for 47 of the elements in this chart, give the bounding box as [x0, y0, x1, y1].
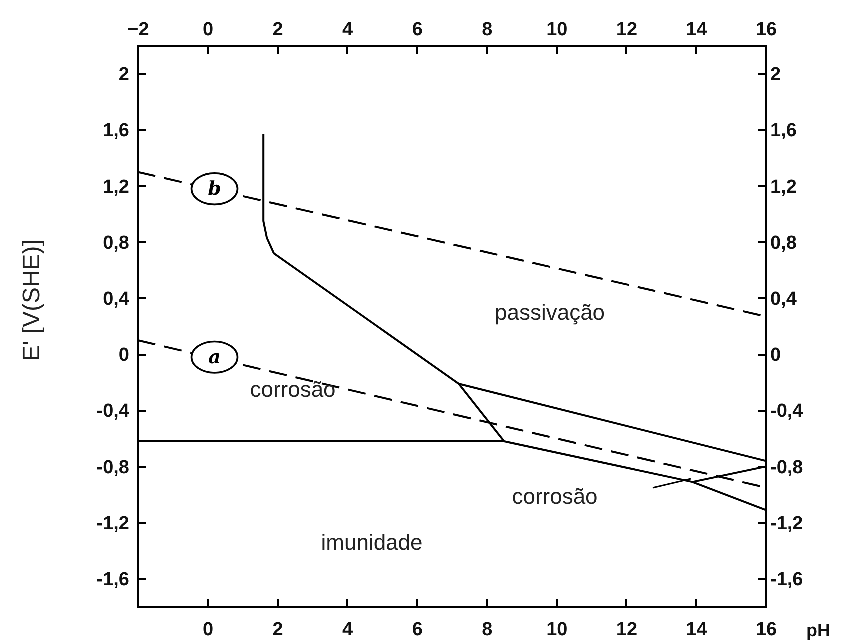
x2-tick-label: 2 [272, 20, 284, 40]
y2-tick-label: -0,4 [770, 401, 804, 422]
y2-tick-label: 2 [770, 64, 782, 86]
y2-tick-label: -1,6 [770, 569, 804, 590]
x2-tick-label: 12 [616, 20, 638, 40]
x-tick-label: 14 [686, 620, 708, 640]
y-tick-label: -0,4 [96, 401, 130, 422]
annotation: corrosão [512, 484, 598, 509]
x2-tick-label: 4 [342, 20, 354, 40]
y2-tick-label: 0 [770, 345, 782, 366]
x2-tick-label: 14 [686, 20, 708, 40]
x-axis-title: pH [806, 620, 830, 640]
x-tick-label: 12 [616, 620, 638, 640]
y2-tick-label: 1,2 [770, 176, 797, 198]
y2-tick-label: 0,4 [770, 288, 798, 310]
y-tick-label: 0,8 [103, 232, 130, 254]
annotation: imunidade [321, 530, 423, 555]
y-tick-label: 2 [118, 64, 130, 86]
y-tick-label: 0 [118, 345, 130, 366]
annotation: passivação [494, 300, 606, 325]
x2-tick-label: 8 [482, 20, 493, 40]
y-tick-label: 1,2 [103, 176, 130, 198]
y2-tick-label: 1,6 [770, 120, 797, 142]
y-tick-label: 1,6 [103, 120, 130, 142]
x-tick-label: 4 [342, 620, 354, 640]
x-tick-label: 10 [546, 620, 568, 640]
x-tick-label: 6 [412, 620, 423, 640]
y-axis-title: E' [V(SHE)] [18, 240, 46, 362]
annotation: a [208, 346, 221, 368]
annotation: corrosão [250, 377, 336, 402]
y-tick-label: -0,8 [96, 457, 130, 478]
x-tick-label: 0 [202, 620, 214, 640]
annotation: b [208, 178, 222, 200]
x2-tick-label: −2 [128, 20, 150, 40]
y2-tick-label: 0,8 [770, 232, 797, 254]
y-tick-label: -1,2 [96, 513, 130, 534]
x2-tick-label: 16 [756, 20, 778, 40]
x2-tick-label: 10 [546, 20, 568, 40]
x-tick-label: 16 [756, 620, 778, 640]
x-tick-label: 8 [482, 620, 493, 640]
y2-tick-label: -1,2 [770, 513, 804, 534]
x2-tick-label: 6 [412, 20, 423, 40]
y-tick-label: 0,4 [103, 288, 130, 310]
y-tick-label: -1,6 [96, 569, 130, 590]
x-tick-label: 2 [272, 620, 284, 640]
x2-tick-label: 0 [202, 20, 214, 40]
y2-tick-label: -0,8 [770, 457, 804, 478]
